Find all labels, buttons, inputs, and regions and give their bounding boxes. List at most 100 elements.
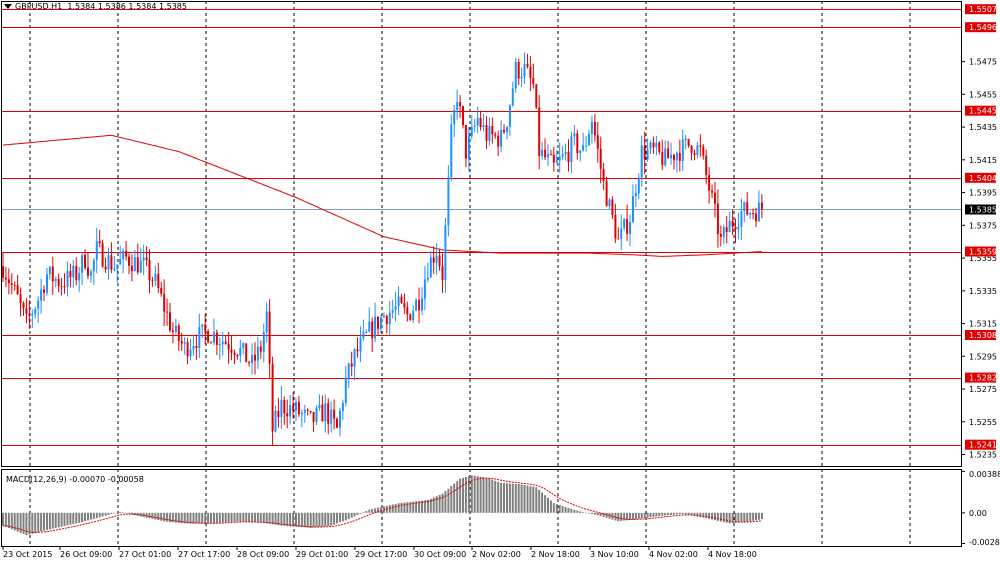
candle-body — [667, 148, 670, 159]
macd-bar — [107, 512, 110, 515]
candle-body — [347, 363, 350, 378]
candle-body — [218, 344, 221, 346]
macd-bar — [380, 507, 382, 513]
chevron-down-icon[interactable] — [4, 4, 12, 9]
candle-body — [344, 377, 347, 403]
candle-body — [432, 257, 435, 263]
candle-body — [725, 227, 728, 233]
candle-body — [494, 134, 497, 136]
candle-body — [620, 228, 623, 239]
macd-bar — [177, 512, 180, 523]
candle-body — [133, 257, 136, 271]
candle-body — [596, 135, 599, 149]
price-tick-label: 1.5255 — [969, 418, 997, 427]
candle-body — [617, 238, 620, 240]
candle-body — [192, 346, 195, 350]
candle-body — [256, 346, 259, 361]
candle-body — [418, 299, 421, 311]
candle-body — [740, 211, 743, 227]
macd-bar — [620, 512, 623, 521]
candle-body — [426, 277, 429, 280]
macd-bar — [236, 512, 239, 522]
candle-body — [535, 84, 538, 108]
candle-body — [523, 63, 526, 77]
macd-bar — [63, 512, 66, 527]
level-label: 1.5507 — [969, 5, 997, 14]
price-tick-label: 1.5415 — [969, 156, 997, 165]
candle-body — [473, 125, 476, 127]
macd-bar — [444, 491, 447, 513]
macd-bar — [564, 507, 567, 513]
macd-bar — [532, 486, 535, 513]
candle-body — [145, 257, 148, 260]
candle-body — [359, 338, 362, 352]
candle-body — [588, 134, 590, 146]
time-label: 26 Oct 09:00 — [60, 550, 112, 559]
candle-body — [195, 346, 198, 348]
macd-bar — [497, 481, 500, 513]
macd-bar — [453, 483, 456, 513]
candle-body — [640, 145, 643, 178]
candle-body — [166, 311, 169, 313]
macd-bar — [315, 512, 318, 528]
macd-bar — [520, 484, 523, 513]
macd-bar — [646, 512, 649, 518]
candle-body — [737, 226, 740, 230]
macd-bar — [412, 501, 415, 513]
macd-bar — [365, 511, 368, 513]
candle-body — [213, 332, 215, 343]
candle-body — [520, 76, 523, 79]
candle-body — [397, 296, 400, 307]
macd-bar — [218, 512, 221, 523]
candle-body — [57, 279, 60, 286]
macd-bar — [84, 512, 86, 522]
candle-body — [629, 222, 631, 234]
candle-body — [204, 324, 207, 332]
candle-body — [160, 288, 163, 294]
candle-body — [564, 151, 567, 154]
candle-body — [107, 255, 110, 270]
level-label-box — [965, 372, 996, 383]
macd-bar — [10, 512, 13, 530]
candle-body — [549, 154, 552, 156]
candle-body — [201, 324, 204, 328]
macd-bar — [283, 512, 286, 526]
candle-body — [675, 153, 678, 161]
candle-body — [382, 315, 385, 318]
candle-body — [324, 403, 327, 422]
macd-bar — [658, 512, 661, 516]
macd-bar — [684, 512, 687, 515]
macd-bar — [702, 512, 705, 518]
candle-body — [321, 404, 324, 422]
candle-body — [98, 241, 101, 244]
macd-bar — [749, 512, 752, 522]
candle-body — [130, 265, 133, 272]
candle-body — [368, 321, 371, 332]
macd-bar — [312, 512, 315, 528]
macd-bar — [213, 512, 215, 524]
macd-bar — [596, 512, 599, 516]
macd-bar — [391, 504, 394, 513]
macd-bar — [760, 512, 763, 520]
macd-bar — [462, 477, 464, 513]
candle-body — [139, 260, 142, 273]
candle-body — [611, 199, 614, 215]
candle-body — [482, 125, 485, 127]
macd-bar — [514, 483, 517, 513]
candle-body — [470, 126, 473, 137]
macd-bar — [415, 501, 418, 513]
candle-body — [632, 196, 634, 223]
candle-body — [406, 307, 409, 315]
macd-bar — [371, 509, 374, 513]
candle-body — [637, 177, 640, 194]
macd-bar — [649, 512, 652, 518]
macd-bar — [359, 512, 362, 514]
candle-body — [300, 412, 303, 415]
candle-body — [341, 402, 344, 411]
candle-body — [435, 255, 438, 263]
candle-body — [248, 362, 251, 364]
candle-body — [350, 363, 353, 367]
macd-bar — [154, 512, 157, 520]
